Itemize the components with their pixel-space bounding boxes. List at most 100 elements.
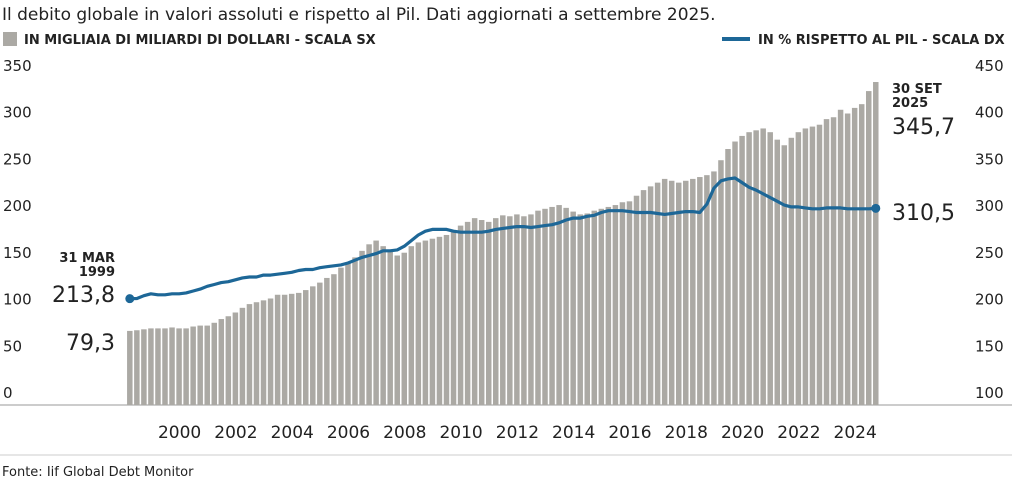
x-tick-label: 2006 [327, 423, 370, 443]
bar [183, 328, 189, 405]
bar [485, 221, 492, 405]
bar [331, 274, 337, 405]
y-tick-label: 0 [3, 384, 13, 402]
bar [295, 292, 302, 405]
bar [851, 107, 858, 405]
x-tick-label: 2000 [158, 423, 201, 443]
y2-tick-label: 200 [975, 291, 1004, 309]
bar [704, 175, 710, 405]
x-tick-label: 2024 [834, 423, 877, 443]
value-label: 79,3 [66, 331, 115, 356]
bar [661, 178, 668, 405]
bar [338, 267, 344, 405]
bar [246, 304, 253, 405]
bar [563, 207, 569, 405]
bar [303, 290, 309, 405]
bar [148, 328, 154, 405]
bar [134, 330, 140, 405]
bar [408, 246, 415, 405]
y2-tick-label: 450 [975, 57, 1004, 75]
x-tick-label: 2004 [271, 423, 314, 443]
bar [324, 277, 330, 405]
bar [725, 149, 731, 405]
bar [141, 329, 147, 405]
bar [598, 208, 605, 405]
bar [823, 119, 830, 405]
value-label: 345,7 [892, 115, 955, 140]
bar [626, 201, 633, 405]
bar [591, 210, 598, 405]
y-tick-label: 50 [3, 337, 22, 355]
point [125, 294, 135, 304]
y2-tick-label: 350 [975, 150, 1004, 168]
bar [514, 214, 520, 405]
bar [816, 124, 823, 405]
bar [471, 218, 478, 405]
bar [767, 132, 773, 405]
bar [436, 236, 443, 405]
bar [190, 326, 196, 405]
bar [345, 262, 351, 405]
x-tick-label: 2014 [552, 423, 595, 443]
bar [464, 221, 471, 405]
bar [640, 190, 647, 405]
bar [711, 171, 717, 405]
y2-tick-label: 150 [975, 337, 1004, 355]
bar [795, 132, 802, 405]
annotation: 2025 [892, 96, 928, 111]
bar [310, 286, 316, 405]
bar [753, 130, 759, 405]
annotation: 31 MAR [59, 251, 115, 266]
bar [809, 126, 816, 405]
value-label: 213,8 [52, 283, 115, 308]
bar [260, 300, 267, 405]
source: Fonte: Iif Global Debt Monitor [2, 465, 194, 480]
bar [373, 240, 379, 405]
bar [865, 91, 872, 405]
legend-label: IN MIGLIAIA DI MILIARDI DI DOLLARI - SCA… [24, 33, 376, 48]
bar [697, 177, 703, 405]
bar [401, 252, 408, 405]
bar [802, 128, 809, 406]
x-tick-label: 2018 [665, 423, 708, 443]
bar [387, 251, 393, 405]
bar [366, 244, 372, 405]
bar [478, 220, 485, 405]
x-tick-label: 2012 [496, 423, 539, 443]
x-tick-label: 2016 [608, 423, 651, 443]
chart-title: Il debito globale in valori assoluti e r… [2, 5, 716, 25]
bar [493, 218, 499, 405]
x-tick-label: 2008 [383, 423, 426, 443]
line [129, 176, 876, 301]
bar [549, 206, 555, 405]
bar [288, 293, 295, 405]
y2-tick-label: 300 [975, 197, 1004, 215]
y-tick-label: 100 [3, 291, 32, 309]
bar [873, 82, 879, 405]
x-tick-label: 2022 [777, 423, 820, 443]
bar [281, 294, 288, 405]
y2-tick-label: 100 [975, 384, 1004, 402]
bar [633, 195, 640, 405]
bar [197, 325, 203, 405]
value-label: 310,5 [892, 201, 955, 226]
legend-label: IN % RISPETTO AL PIL - SCALA DX [758, 33, 1005, 48]
y2-tick-label: 250 [975, 244, 1004, 262]
bar [169, 327, 175, 405]
bar [500, 215, 506, 405]
bar [718, 160, 724, 405]
bar [781, 145, 788, 406]
y-tick-label: 300 [3, 104, 32, 122]
bar [577, 214, 583, 405]
bar [450, 231, 457, 405]
bar [556, 205, 562, 405]
x-tick-label: 2002 [214, 423, 257, 443]
bar [830, 117, 837, 406]
bar [162, 328, 168, 405]
bar [253, 302, 260, 405]
bar [570, 211, 576, 405]
annotation: 30 SET [892, 82, 942, 97]
bar [535, 210, 541, 405]
bar [422, 240, 429, 405]
bar [584, 213, 590, 405]
